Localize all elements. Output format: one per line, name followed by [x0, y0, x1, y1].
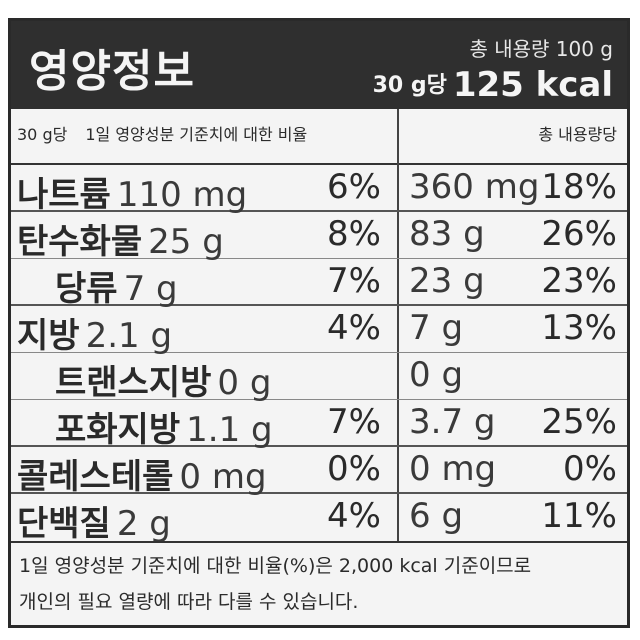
nutrient-total-amount: 7 g [409, 308, 464, 348]
nutrient-row-trans-fat: 트랜스지방 0 g 0 g [11, 353, 627, 403]
nutrient-total-amount: 6 g [409, 496, 464, 536]
nutrient-row-sugars: 당류 7 g 7% 23 g 23% [11, 259, 627, 309]
nutrient-row-protein: 단백질 2 g 4% 6 g 11% [11, 494, 627, 544]
nutrient-name: 단백질 2 g [17, 504, 171, 544]
nutrient-total-amount: 0 g [409, 355, 464, 395]
nutrition-label: 영양정보 총 내용량 100 g 30 g당 125 kcal 30 g당 1일 영… [8, 18, 630, 628]
nutrient-total-pct: 23% [541, 261, 617, 301]
nutrient-name: 나트륨 110 mg [17, 175, 248, 215]
nutrient-pct: 8% [327, 214, 381, 254]
nutrient-total-pct: 18% [541, 167, 617, 207]
column-header: 30 g당 1일 영양성분 기준치에 대한 비율 총 내용량당 [11, 109, 627, 165]
nutrient-total-pct: 25% [541, 402, 617, 442]
nutrient-total-amount: 360 mg [409, 167, 540, 207]
nutrient-name: 지방 2.1 g [17, 316, 173, 356]
serving-size: 30 g당 [372, 73, 447, 98]
daily-value-label: 1일 영양성분 기준치에 대한 비율 [85, 125, 308, 144]
nutrient-row-saturated-fat: 포화지방 1.1 g 7% 3.7 g 25% [11, 400, 627, 450]
nutrient-name: 콜레스테롤 0 mg [17, 457, 267, 497]
footer-note-line2: 개인의 필요 열량에 따라 다를 수 있습니다. [19, 591, 359, 613]
nutrient-pct: 7% [327, 261, 381, 301]
nutrient-pct: 6% [327, 167, 381, 207]
calories-value: 125 kcal [452, 65, 613, 105]
nutrient-total-amount: 23 g [409, 261, 485, 301]
nutrient-name: 당류 7 g [55, 269, 178, 309]
nutrient-pct: 0% [327, 449, 381, 489]
total-content: 총 내용량 100 g [469, 37, 613, 61]
nutrient-pct: 4% [327, 308, 381, 348]
calorie-line: 30 g당 125 kcal [373, 65, 613, 105]
nutrient-total-pct: 13% [541, 308, 617, 348]
nutrient-row-sodium: 나트륨 110 mg 6% 360 mg 18% [11, 165, 627, 215]
right-column-header: 총 내용량당 [538, 125, 617, 144]
nutrient-row-carbohydrate: 탄수화물 25 g 8% 83 g 26% [11, 212, 627, 262]
left-column-header: 30 g당 1일 영양성분 기준치에 대한 비율 [17, 121, 307, 145]
label-header: 영양정보 총 내용량 100 g 30 g당 125 kcal [11, 21, 627, 109]
nutrient-total-amount: 0 mg [409, 449, 497, 489]
nutrient-pct: 4% [327, 496, 381, 536]
nutrient-name: 트랜스지방 0 g [55, 363, 272, 403]
nutrient-total-pct: 0% [563, 449, 617, 489]
nutrient-total-pct: 26% [541, 214, 617, 254]
label-title: 영양정보 [29, 46, 195, 97]
nutrient-total-amount: 83 g [409, 214, 485, 254]
nutrient-name: 포화지방 1.1 g [55, 410, 273, 450]
nutrient-name: 탄수화물 25 g [17, 222, 224, 262]
nutrient-total-amount: 3.7 g [409, 402, 496, 442]
label-footer: 1일 영양성분 기준치에 대한 비율(%)은 2,000 kcal 기준이므로 … [11, 541, 627, 625]
per-serving-label: 30 g당 [17, 125, 68, 144]
footer-note-line1: 1일 영양성분 기준치에 대한 비율(%)은 2,000 kcal 기준이므로 [19, 555, 532, 577]
nutrient-row-fat: 지방 2.1 g 4% 7 g 13% [11, 306, 627, 356]
nutrient-total-pct: 11% [541, 496, 617, 536]
column-divider [397, 109, 399, 541]
nutrient-row-cholesterol: 콜레스테롤 0 mg 0% 0 mg 0% [11, 447, 627, 497]
nutrient-pct: 7% [327, 402, 381, 442]
